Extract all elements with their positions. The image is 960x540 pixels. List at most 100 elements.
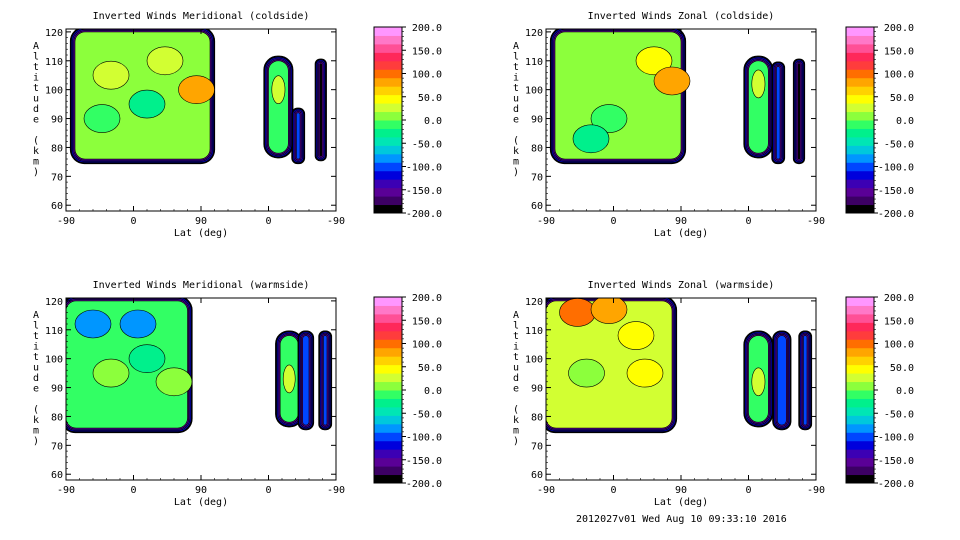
- chart-panel-1: Inverted Winds Meridional (coldside) 60 70…: [33, 11, 442, 239]
- contour-blob: [590, 298, 628, 324]
- contour-blob: [559, 298, 596, 327]
- colorbar-swatch: [374, 466, 402, 476]
- y-tick-label: 60: [531, 201, 543, 212]
- colorbar-tick-label: -100.0: [878, 433, 914, 444]
- colorbar-swatch: [846, 305, 874, 315]
- colorbar-swatch: [374, 27, 402, 36]
- colorbar-swatch: [374, 204, 402, 214]
- contour-blob: [590, 104, 628, 133]
- colorbar-swatch: [846, 170, 874, 180]
- colorbar-swatch: [374, 136, 402, 146]
- colorbar-tick-label: 50.0: [890, 93, 914, 104]
- y-tick-label: 120: [45, 297, 63, 308]
- colorbar-tick-label: 200.0: [412, 23, 442, 34]
- colorbar-swatch: [846, 432, 874, 442]
- colorbar-swatch: [374, 196, 402, 206]
- colorbar-swatch: [374, 60, 402, 70]
- colorbar-swatch: [846, 145, 874, 155]
- x-tick-label: -90: [807, 216, 825, 227]
- y-tick-label: 80: [531, 143, 543, 154]
- y-tick-label: 120: [525, 28, 543, 39]
- y-tick-label: 60: [531, 470, 543, 481]
- colorbar-swatch: [846, 423, 874, 433]
- chart-title: Inverted Winds Meridional (warmside): [93, 280, 310, 291]
- colorbar-swatch: [374, 356, 402, 366]
- colorbar-tick-label: 50.0: [418, 93, 442, 104]
- colorbar-swatch: [374, 153, 402, 163]
- contour-region-4: [319, 63, 323, 157]
- x-tick-label: 0: [745, 485, 751, 496]
- y-tick-label: 80: [51, 412, 63, 423]
- colorbar-tick-label: 0.0: [896, 116, 914, 127]
- x-axis-label: Lat (deg): [174, 228, 228, 239]
- colorbar-swatch: [374, 449, 402, 459]
- colorbar-swatch: [374, 52, 402, 62]
- contour-field: [546, 298, 813, 434]
- colorbar-tick-label: -50.0: [884, 409, 914, 420]
- x-axis-label: Lat (deg): [654, 497, 708, 508]
- colorbar-swatch: [846, 69, 874, 79]
- colorbar-swatch: [846, 330, 874, 340]
- colorbar-swatch: [374, 322, 402, 332]
- colorbar-swatch: [374, 330, 402, 340]
- colorbar-swatch: [846, 457, 874, 467]
- contour-region-3: [296, 112, 301, 160]
- x-tick-label: 0: [610, 216, 616, 227]
- x-tick-label: 0: [265, 485, 271, 496]
- y-tick-label: 120: [45, 28, 63, 39]
- colorbar-swatch: [846, 136, 874, 146]
- colorbar-swatch: [374, 474, 402, 484]
- colorbar-swatch: [374, 415, 402, 425]
- colorbar-tick-label: -100.0: [406, 433, 442, 444]
- contour-blob: [178, 75, 215, 104]
- colorbar-tick-label: 200.0: [884, 293, 914, 304]
- colorbar-tick-label: 0.0: [424, 116, 442, 127]
- x-tick-label: 90: [195, 485, 207, 496]
- y-tick-label: 110: [525, 326, 543, 337]
- colorbar-swatch: [846, 94, 874, 104]
- colorbar-swatch: [374, 432, 402, 442]
- colorbar: 200.0 150.0 100.0 50.0 0.0 -50.0 -100.0 -150.0 -…: [373, 23, 442, 220]
- contour-blob: [155, 367, 193, 397]
- colorbar-tick-label: -50.0: [412, 409, 442, 420]
- y-tick-label: 100: [45, 355, 63, 366]
- y-tick-label: 70: [531, 441, 543, 452]
- colorbar-swatch: [846, 415, 874, 425]
- y-tick-label: 60: [51, 201, 63, 212]
- contour-region-4: [797, 63, 801, 160]
- y-tick-label: 110: [45, 57, 63, 68]
- colorbar-tick-label: -200.0: [878, 209, 914, 220]
- contour-blob: [572, 124, 610, 154]
- y-tick-label: 100: [525, 86, 543, 97]
- colorbar-swatch: [846, 322, 874, 332]
- colorbar-swatch: [374, 187, 402, 197]
- contour-blob: [568, 358, 605, 388]
- x-tick-label: 90: [195, 216, 207, 227]
- chart-title: Inverted Winds Zonal (coldside): [588, 11, 775, 22]
- colorbar-swatch: [846, 187, 874, 197]
- colorbar-swatch: [374, 381, 402, 391]
- colorbar-tick-label: -50.0: [412, 139, 442, 150]
- chart-panel-4: Inverted Winds Zonal (warmside) 60 70 80 90 1…: [513, 280, 914, 508]
- colorbar-tick-label: 0.0: [896, 386, 914, 397]
- colorbar-swatch: [374, 440, 402, 450]
- colorbar-tick-label: -100.0: [406, 163, 442, 174]
- contour-blob: [626, 358, 664, 388]
- chart-panel-2: Inverted Winds Zonal (coldside) 60 70 80 90 1…: [513, 11, 914, 239]
- chart-panel-3: Inverted Winds Meridional (warmside) 60 70…: [33, 280, 442, 508]
- contour-blob: [92, 358, 130, 388]
- colorbar-swatch: [374, 128, 402, 138]
- colorbar-swatch: [374, 179, 402, 189]
- x-tick-label: 0: [745, 216, 751, 227]
- chart-title: Inverted Winds Zonal (warmside): [588, 280, 775, 291]
- y-tick-label: 110: [45, 326, 63, 337]
- colorbar-swatch: [846, 153, 874, 163]
- colorbar-swatch: [846, 339, 874, 349]
- colorbar-swatch: [374, 77, 402, 87]
- colorbar-tick-label: 100.0: [412, 70, 442, 81]
- colorbar-swatch: [846, 449, 874, 459]
- colorbar-swatch: [846, 398, 874, 408]
- colorbar-swatch: [846, 466, 874, 476]
- footer-timestamp: 2012027v01 Wed Aug 10 09:33:10 2016: [576, 514, 787, 525]
